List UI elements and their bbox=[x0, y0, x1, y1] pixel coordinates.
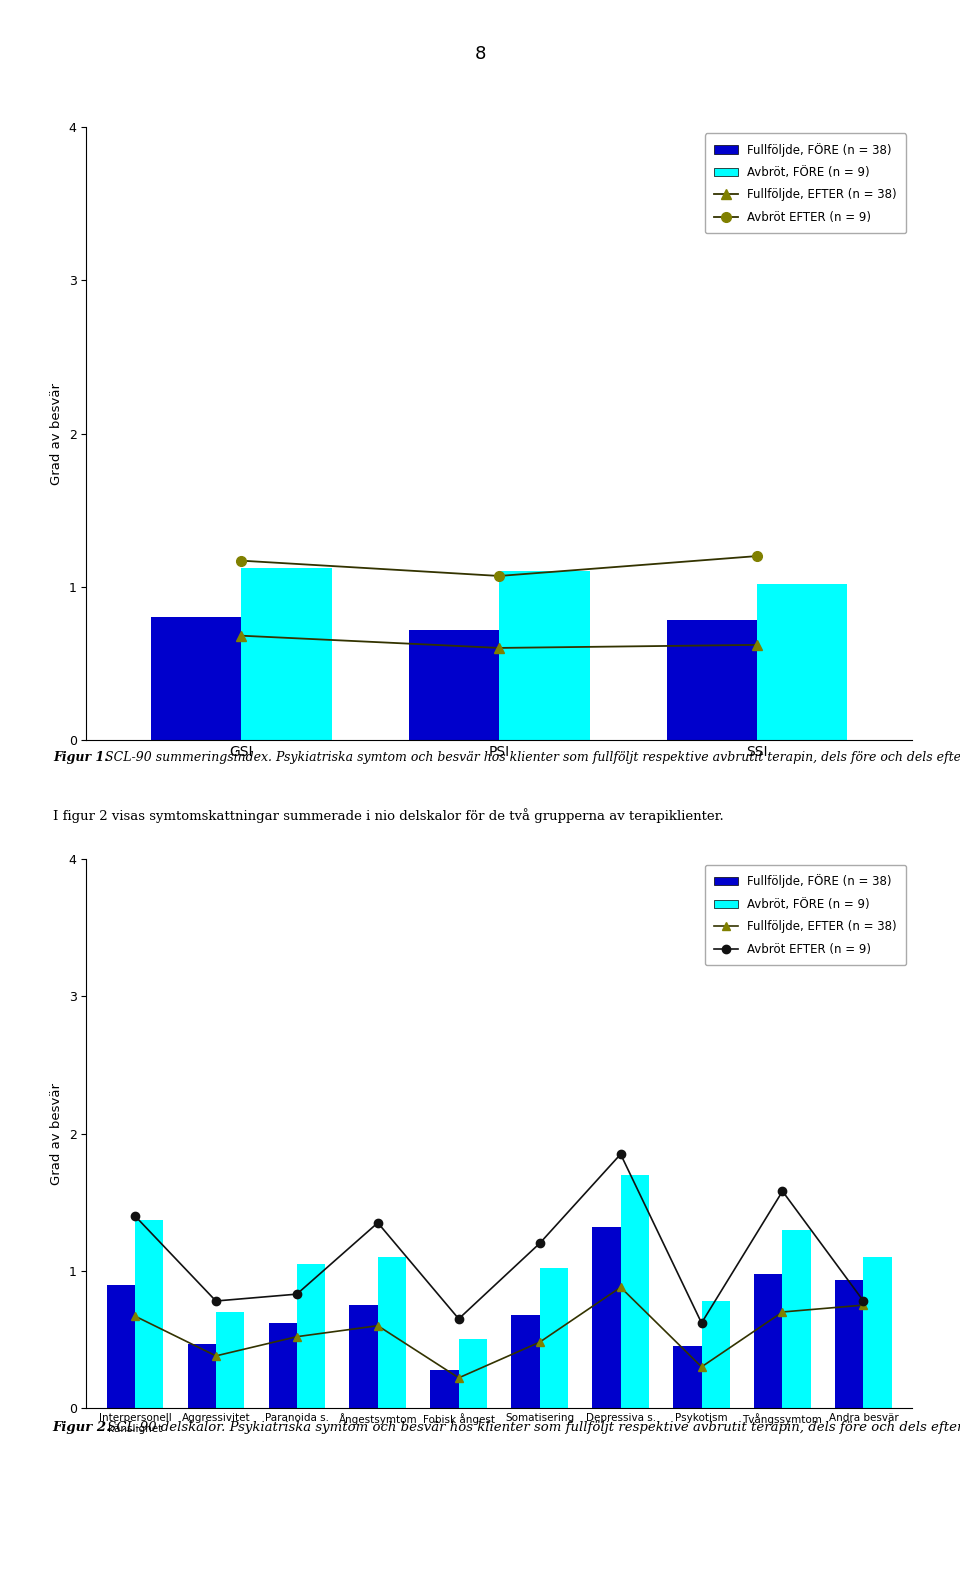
Bar bbox=[499, 571, 589, 740]
Text: SCL-90 summeringsindex. Psykiatriska symtom och besvär hos klienter som fullfölj: SCL-90 summeringsindex. Psykiatriska sym… bbox=[101, 751, 960, 764]
Bar bbox=[430, 1370, 459, 1408]
Bar bbox=[782, 1230, 811, 1408]
Bar bbox=[135, 1220, 163, 1408]
Bar bbox=[592, 1227, 620, 1408]
Text: I figur 2 visas symtomskattningar summerade i nio delskalor för de två grupperna: I figur 2 visas symtomskattningar summer… bbox=[53, 808, 724, 823]
Bar bbox=[863, 1257, 892, 1408]
Bar bbox=[216, 1313, 244, 1408]
Bar bbox=[107, 1284, 135, 1408]
Bar bbox=[241, 568, 331, 740]
Bar bbox=[187, 1343, 216, 1408]
Bar bbox=[620, 1174, 649, 1408]
Bar bbox=[349, 1305, 378, 1408]
Bar bbox=[512, 1314, 540, 1408]
Bar bbox=[269, 1324, 297, 1408]
Bar bbox=[378, 1257, 406, 1408]
Text: Figur 2.: Figur 2. bbox=[53, 1421, 111, 1433]
Bar bbox=[151, 617, 241, 740]
Legend: Fullföljde, FÖRE (n = 38), Avbröt, FÖRE (n = 9), Fullföljde, EFTER (n = 38), Avb: Fullföljde, FÖRE (n = 38), Avbröt, FÖRE … bbox=[705, 866, 906, 966]
Bar bbox=[409, 630, 499, 740]
Text: 8: 8 bbox=[474, 45, 486, 62]
Bar bbox=[673, 1346, 702, 1408]
Bar bbox=[540, 1268, 568, 1408]
Bar bbox=[755, 1273, 782, 1408]
Text: SCL-90 delskalor. Psykiatriska symtom och besvär hos klienter som fullföljt resp: SCL-90 delskalor. Psykiatriska symtom oc… bbox=[103, 1421, 960, 1433]
Bar bbox=[757, 584, 848, 740]
Bar bbox=[297, 1263, 325, 1408]
Y-axis label: Grad av besvär: Grad av besvär bbox=[50, 1082, 63, 1185]
Legend: Fullföljde, FÖRE (n = 38), Avbröt, FÖRE (n = 9), Fullföljde, EFTER (n = 38), Avb: Fullföljde, FÖRE (n = 38), Avbröt, FÖRE … bbox=[705, 134, 906, 234]
Y-axis label: Grad av besvär: Grad av besvär bbox=[50, 382, 63, 485]
Text: Figur 1.: Figur 1. bbox=[53, 751, 108, 764]
Bar bbox=[459, 1340, 487, 1408]
Bar bbox=[835, 1281, 863, 1408]
Bar bbox=[667, 620, 757, 740]
Bar bbox=[702, 1301, 730, 1408]
